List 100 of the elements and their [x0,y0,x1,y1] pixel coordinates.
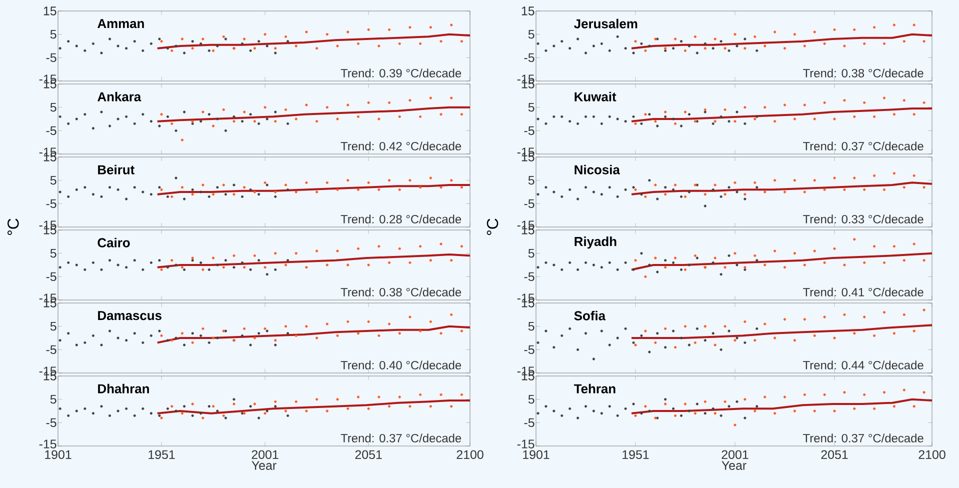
point [440,332,442,335]
point [764,106,766,109]
point [408,179,412,182]
point [249,113,252,116]
point [684,268,687,271]
point [258,332,260,335]
point [823,188,826,191]
point [813,118,816,120]
point [728,405,730,408]
point [398,332,401,335]
point [170,259,174,262]
point [608,405,611,408]
point [560,268,564,271]
point [616,336,619,340]
point [158,124,161,128]
point [552,44,556,48]
y-tick-label: 5 [50,248,56,258]
point [326,106,328,109]
point [222,184,225,186]
point [150,42,152,45]
point [882,188,886,191]
point [624,120,627,123]
point [182,110,186,114]
point [166,115,170,118]
point [754,339,756,342]
point [680,195,683,198]
point [568,327,572,330]
point [600,42,603,45]
point [180,186,184,189]
point [212,49,215,52]
point [224,38,227,40]
point [274,268,277,271]
chart-title: Ankara [98,92,142,102]
point [648,179,651,182]
line-series [156,254,470,268]
point [108,414,112,417]
point [315,250,318,252]
point [264,33,266,36]
point [560,414,564,417]
point [419,245,422,248]
annotation: Trend: 0.38 °C/decade [803,68,924,78]
point [100,110,103,114]
point [912,113,916,116]
point [734,120,736,123]
point [212,336,215,340]
point [712,47,714,50]
point [736,336,738,340]
point [744,198,746,200]
point [440,113,442,116]
point [654,184,657,186]
point [833,118,836,120]
point [696,256,698,260]
x-tick-label: 1901 [45,450,72,460]
point [536,193,540,196]
point [408,405,412,408]
y-tick-label: 5 [50,30,56,39]
point [552,346,556,349]
point [783,47,786,50]
point [774,179,776,182]
annotation: Trend: 0.44 °C/decade [803,360,924,370]
y-tick-label: -5 [46,418,56,428]
point [440,393,442,396]
point [813,410,816,412]
point [656,270,659,274]
point [266,44,268,48]
point [240,42,244,45]
point [419,393,422,396]
point [634,414,637,417]
point [200,334,202,337]
point [429,320,432,323]
y-tick-label: 5 [528,30,534,39]
y-tick-label: -5 [46,345,56,354]
point [224,259,227,262]
point [902,99,906,102]
point [783,266,786,269]
point [616,35,619,38]
y-tick-label: 5 [50,395,56,404]
point [684,49,687,52]
point [100,344,103,346]
point [440,242,442,246]
point [833,336,836,340]
point [734,33,736,36]
point [684,402,687,406]
point [222,266,225,269]
point [266,410,268,412]
point [803,393,806,396]
point [232,402,236,406]
point [378,396,380,398]
point [552,410,556,412]
point [774,412,776,415]
point [170,122,174,125]
point [853,332,856,335]
point [694,341,697,344]
annotation: Trend: 0.37 °C/decade [803,142,924,150]
point [158,38,161,40]
point [704,42,706,45]
point [100,195,103,198]
point [632,52,635,54]
point [922,186,926,189]
point [274,110,277,114]
